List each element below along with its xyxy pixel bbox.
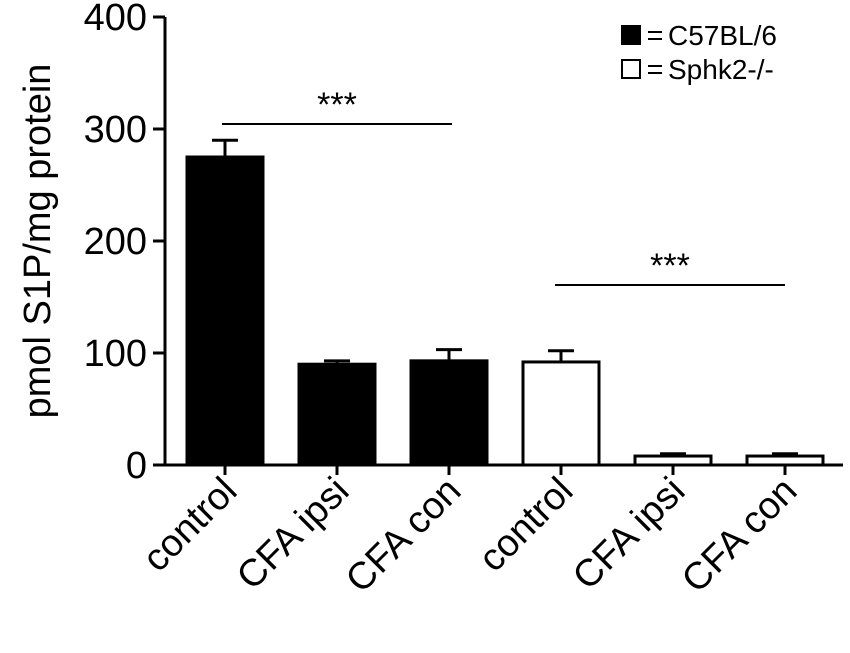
- bar: [297, 362, 377, 467]
- y-tick-label: 300: [84, 109, 147, 151]
- x-tick-label: CFA ipsi: [565, 470, 693, 598]
- y-tick-label: 400: [84, 0, 147, 39]
- legend-label: Sphk2-/-: [668, 54, 774, 85]
- bar: [633, 454, 713, 467]
- x-tick-label: control: [471, 470, 581, 580]
- y-tick-label: 0: [126, 445, 147, 487]
- legend-label: C57BL/6: [668, 20, 777, 51]
- x-tick-label: CFA ipsi: [229, 470, 357, 598]
- y-tick-label: 100: [84, 333, 147, 375]
- x-tick-label: CFA con: [674, 470, 805, 601]
- significance-label: ***: [650, 247, 690, 285]
- y-tick-label: 200: [84, 221, 147, 263]
- bar: [409, 359, 489, 467]
- bar: [185, 155, 265, 467]
- significance-label: ***: [317, 86, 357, 124]
- legend-swatch: [621, 25, 641, 45]
- bar: [521, 360, 601, 467]
- bar: [745, 454, 825, 467]
- x-tick-label: control: [135, 470, 245, 580]
- x-tick-label: CFA con: [338, 470, 469, 601]
- y-axis-label: pmol S1P/mg protein: [17, 64, 59, 419]
- legend-swatch: [621, 59, 641, 79]
